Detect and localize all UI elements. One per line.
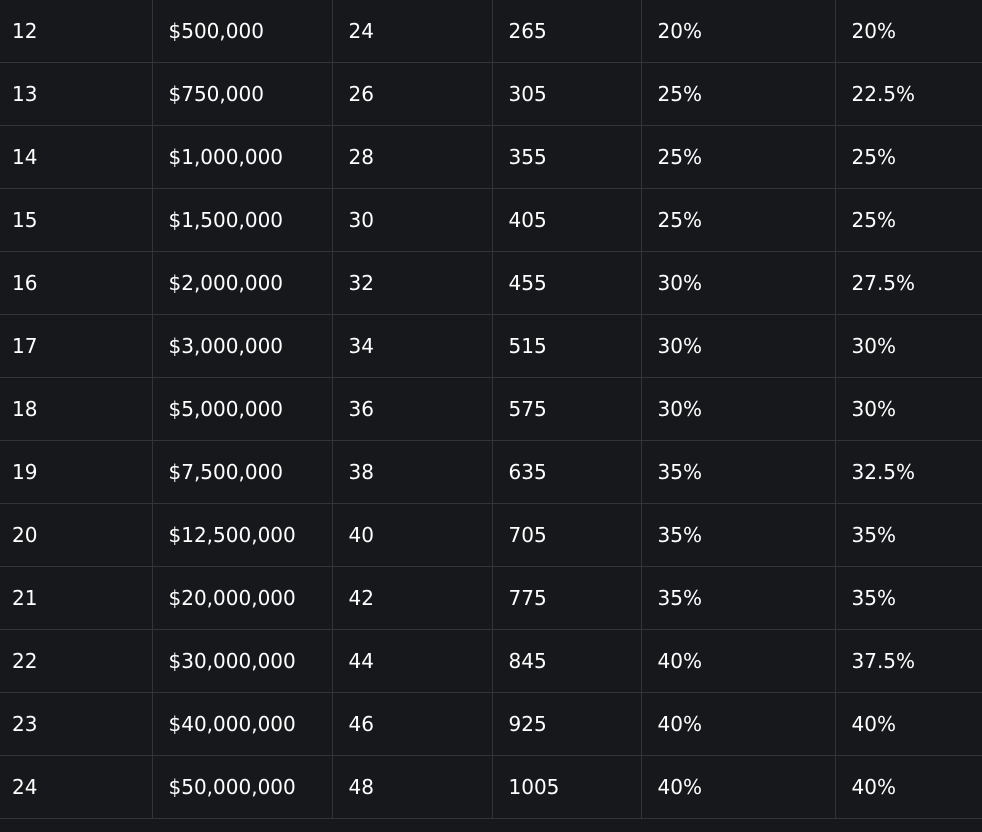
table-cell: 40% <box>835 755 982 819</box>
table-cell: 20% <box>641 0 836 63</box>
table-cell: 925 <box>492 692 642 756</box>
table-row: 13 $750,000 26 305 25% 22.5% <box>0 62 982 126</box>
table-row: 12 $500,000 24 265 20% 20% <box>0 0 982 63</box>
table-cell: 20% <box>835 0 982 63</box>
table-cell: $750,000 <box>152 62 333 126</box>
table-row: 16 $2,000,000 32 455 30% 27.5% <box>0 251 982 315</box>
table-cell: 37.5% <box>835 629 982 693</box>
table-cell: 25% <box>641 62 836 126</box>
table-cell: 35% <box>835 566 982 630</box>
table-cell: 305 <box>492 62 642 126</box>
table-cell: 42 <box>332 566 493 630</box>
table-cell: 25% <box>835 188 982 252</box>
table-cell: 845 <box>492 629 642 693</box>
table-cell: 30% <box>835 314 982 378</box>
table-cell: $20,000,000 <box>152 566 333 630</box>
table-cell: 775 <box>492 566 642 630</box>
table-row: 20 $12,500,000 40 705 35% 35% <box>0 503 982 567</box>
table-cell: 28 <box>332 125 493 189</box>
table-cell: $1,000,000 <box>152 125 333 189</box>
table-row: 14 $1,000,000 28 355 25% 25% <box>0 125 982 189</box>
table-cell: 1005 <box>492 755 642 819</box>
table-cell: 455 <box>492 251 642 315</box>
table-cell: $40,000,000 <box>152 692 333 756</box>
table-cell: 515 <box>492 314 642 378</box>
table-cell: 355 <box>492 125 642 189</box>
table-cell: 32 <box>332 251 493 315</box>
table-cell: 40% <box>835 692 982 756</box>
table-cell: 16 <box>0 251 153 315</box>
table-cell: 30% <box>641 251 836 315</box>
table-cell: $1,500,000 <box>152 188 333 252</box>
table-cell: $12,500,000 <box>152 503 333 567</box>
table-cell: 26 <box>332 62 493 126</box>
table-cell: 35% <box>641 440 836 504</box>
table-cell: 25% <box>641 125 836 189</box>
table-cell: $30,000,000 <box>152 629 333 693</box>
table-cell: 21 <box>0 566 153 630</box>
table-cell: 25% <box>641 188 836 252</box>
table-cell: $50,000,000 <box>152 755 333 819</box>
table-cell: 30% <box>641 314 836 378</box>
table-cell: 27.5% <box>835 251 982 315</box>
table-cell: 35% <box>835 503 982 567</box>
table-cell: $5,000,000 <box>152 377 333 441</box>
table-cell: 48 <box>332 755 493 819</box>
table-cell: 34 <box>332 314 493 378</box>
table-cell: 18 <box>0 377 153 441</box>
table-cell: $7,500,000 <box>152 440 333 504</box>
table-cell: 19 <box>0 440 153 504</box>
table-cell: 40% <box>641 755 836 819</box>
table-row: 18 $5,000,000 36 575 30% 30% <box>0 377 982 441</box>
table-cell: $2,000,000 <box>152 251 333 315</box>
table-cell: 24 <box>332 0 493 63</box>
table-cell: 22 <box>0 629 153 693</box>
table-cell: 20 <box>0 503 153 567</box>
table-cell: 40% <box>641 629 836 693</box>
table-cell: 32.5% <box>835 440 982 504</box>
table-cell: 17 <box>0 314 153 378</box>
table-cell: 44 <box>332 629 493 693</box>
table-cell: 14 <box>0 125 153 189</box>
table-cell: 12 <box>0 0 153 63</box>
table-cell: 24 <box>0 755 153 819</box>
table-cell: 38 <box>332 440 493 504</box>
table-cell: 23 <box>0 692 153 756</box>
table-cell: 40 <box>332 503 493 567</box>
table-cell: $3,000,000 <box>152 314 333 378</box>
table-cell: 46 <box>332 692 493 756</box>
table-cell: 25% <box>835 125 982 189</box>
table-cell: 705 <box>492 503 642 567</box>
table-row: 23 $40,000,000 46 925 40% 40% <box>0 692 982 756</box>
table-cell: 30 <box>332 188 493 252</box>
table-cell: 35% <box>641 503 836 567</box>
table-cell: 405 <box>492 188 642 252</box>
table-row: 17 $3,000,000 34 515 30% 30% <box>0 314 982 378</box>
table-row: 24 $50,000,000 48 1005 40% 40% <box>0 755 982 819</box>
table-row: 15 $1,500,000 30 405 25% 25% <box>0 188 982 252</box>
table-cell: 30% <box>835 377 982 441</box>
table-row: 22 $30,000,000 44 845 40% 37.5% <box>0 629 982 693</box>
table-cell: 22.5% <box>835 62 982 126</box>
table-cell: 30% <box>641 377 836 441</box>
table-cell: 40% <box>641 692 836 756</box>
table-row: 19 $7,500,000 38 635 35% 32.5% <box>0 440 982 504</box>
table-cell: 13 <box>0 62 153 126</box>
table-cell: 35% <box>641 566 836 630</box>
table-cell: 15 <box>0 188 153 252</box>
table-row: 21 $20,000,000 42 775 35% 35% <box>0 566 982 630</box>
table-cell: $500,000 <box>152 0 333 63</box>
table-cell: 635 <box>492 440 642 504</box>
table-cell: 36 <box>332 377 493 441</box>
table-cell: 575 <box>492 377 642 441</box>
table-cell: 265 <box>492 0 642 63</box>
